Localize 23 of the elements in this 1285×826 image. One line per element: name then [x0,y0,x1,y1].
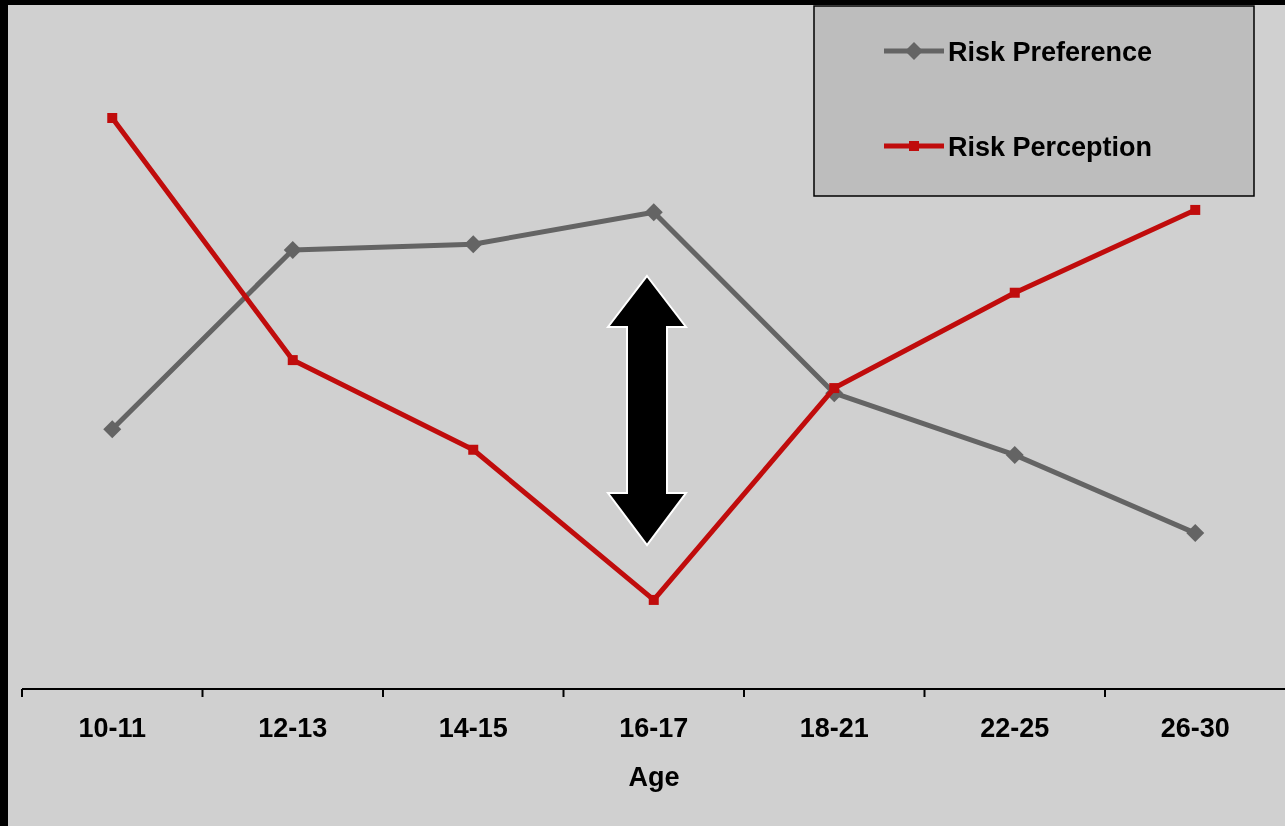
point [103,420,122,439]
point [464,235,483,254]
point [287,355,298,366]
point [1005,445,1024,464]
point [1190,204,1201,215]
x-tick-label: 18-21 [799,713,869,743]
point [283,240,302,259]
x-tick-label: 10-11 [78,713,147,743]
x-tick-label: 12-13 [258,713,328,743]
x-tick-label: 22-25 [980,713,1050,743]
point [644,203,663,222]
x-tick-label: 16-17 [619,713,689,743]
point [1009,287,1020,298]
point [1186,524,1205,543]
point [107,113,118,123]
legend-label: Risk Preference [948,37,1153,67]
point [829,383,840,394]
legend-label: Risk Perception [948,132,1153,162]
point [468,444,479,455]
x-tick-label: 26-30 [1160,713,1230,743]
x-axis-title: Age [628,762,680,792]
point [648,594,659,605]
x-tick-label: 14-15 [438,713,508,743]
